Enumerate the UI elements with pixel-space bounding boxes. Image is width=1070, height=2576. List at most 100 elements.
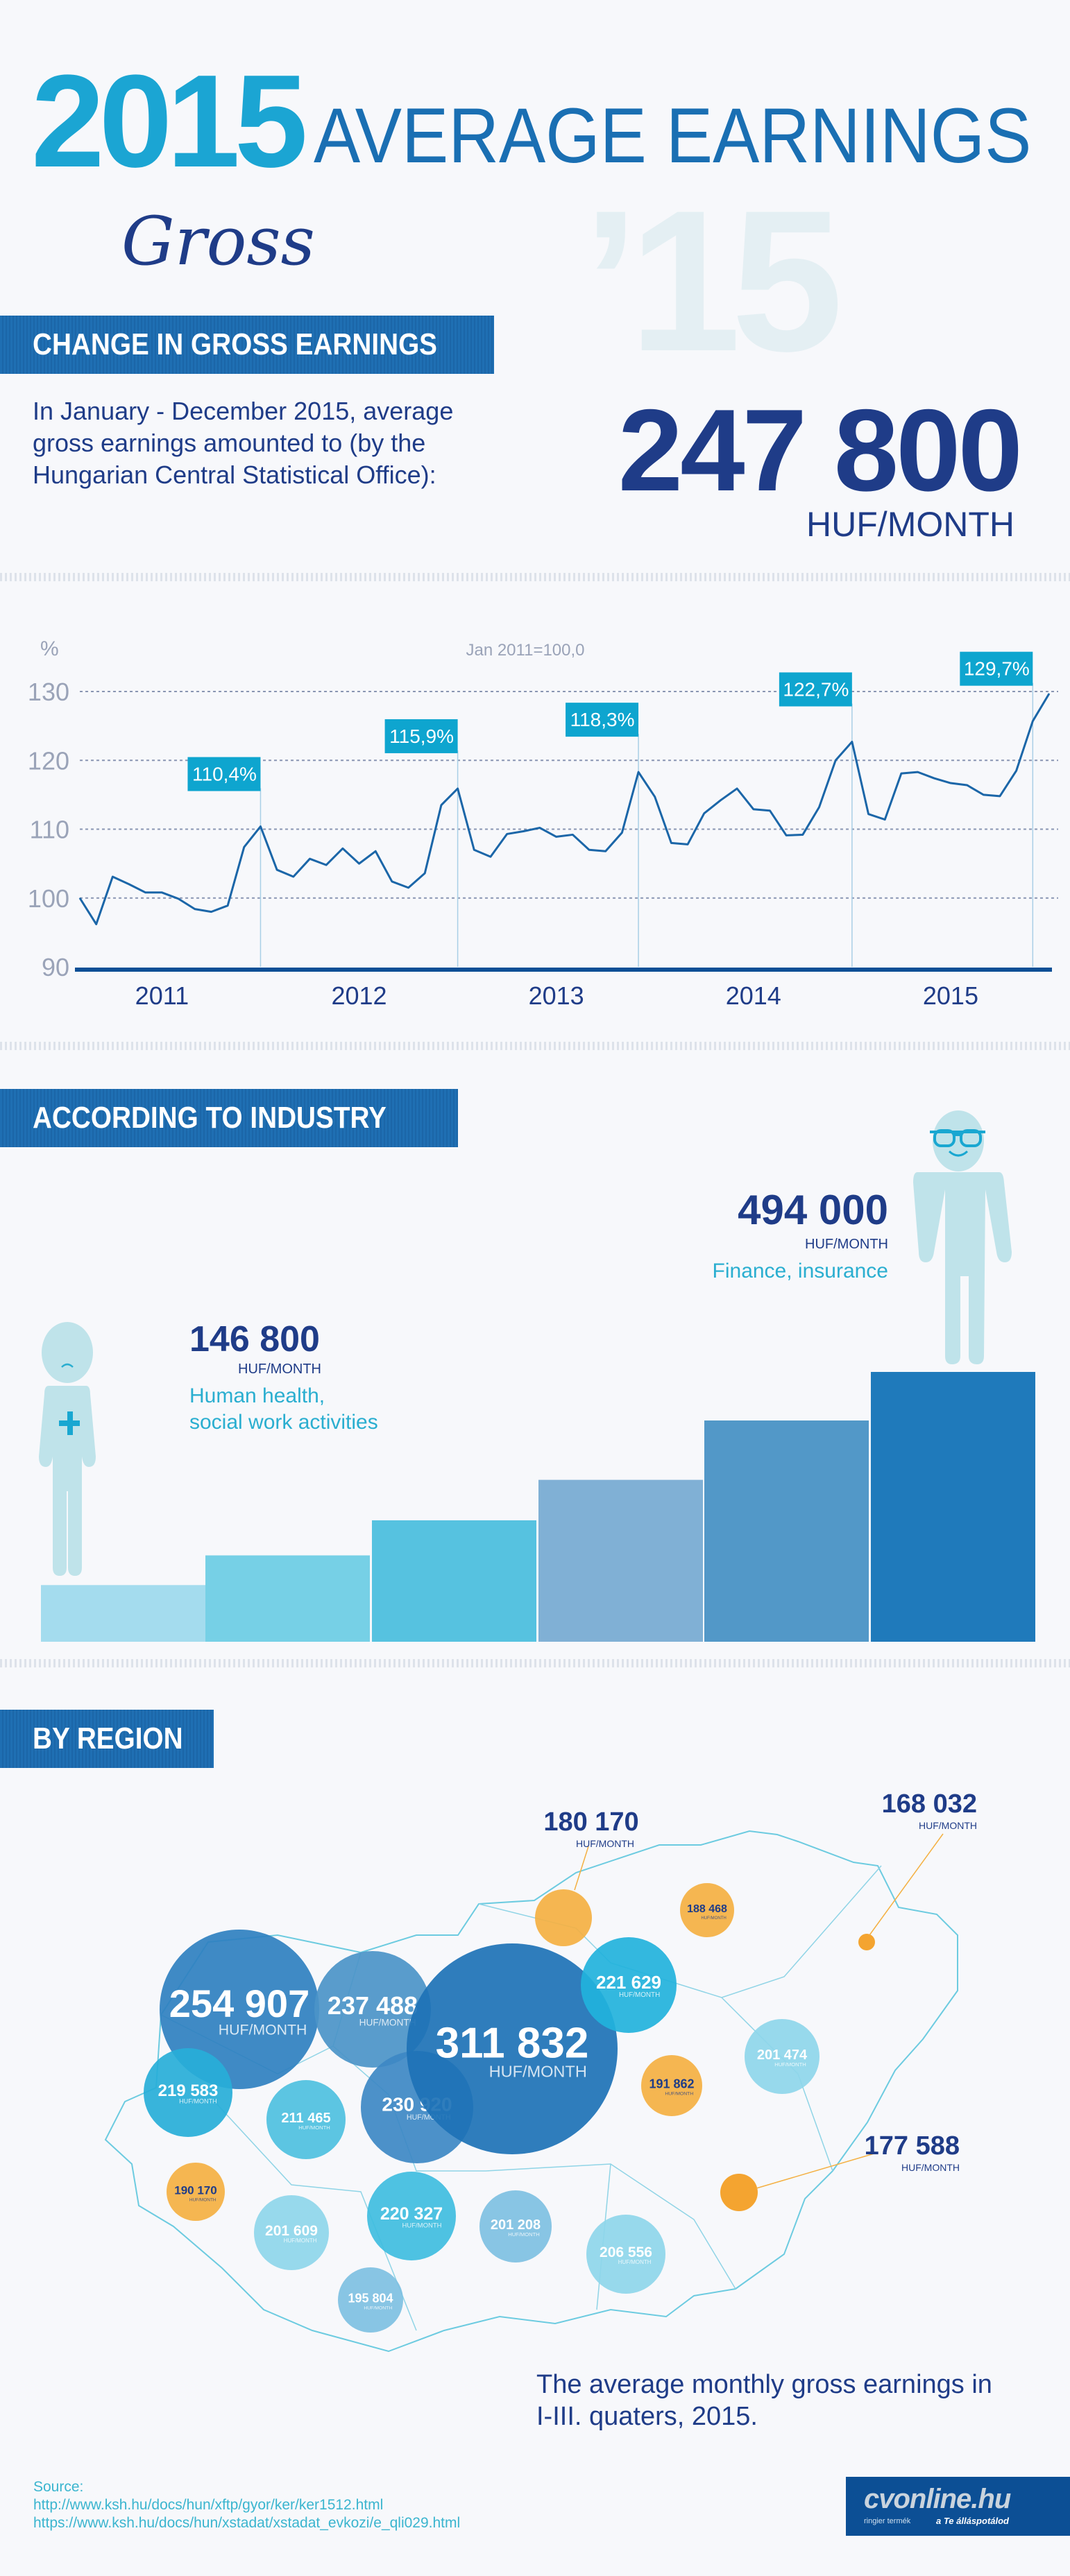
cvonline-logo[interactable]: cvonline.hu ringier termék a Te álláspot… <box>846 2477 1070 2536</box>
earnings-index-chart: % Jan 2011=100,0 90 100 110 120 130 110,4% 115,9… <box>28 637 1058 1010</box>
region-circle <box>641 2055 702 2116</box>
region-circle <box>338 2267 403 2333</box>
region-circle <box>535 1889 592 1946</box>
annotation-label: 115,9% <box>389 725 454 747</box>
callout-value: 177 588 <box>865 2131 960 2161</box>
annotation-box <box>960 651 1033 686</box>
data-point <box>572 834 573 835</box>
x-tick-label: 2014 <box>726 981 781 1010</box>
source-link[interactable]: http://www.ksh.hu/docs/hun/xftp/gyor/ker… <box>33 2497 384 2513</box>
industry-high: 494 000 HUF/MONTH Finance, insurance <box>625 1190 888 1285</box>
region-unit: HUF/MONTH <box>618 2259 652 2265</box>
data-point <box>210 911 212 913</box>
x-tick-label: 2015 <box>923 981 978 1010</box>
industry-low-value: 146 800 <box>189 1319 320 1359</box>
industry-bar <box>372 1520 536 1642</box>
region-circle <box>144 2048 232 2137</box>
data-point <box>457 788 459 789</box>
industry-bar <box>871 1372 1035 1642</box>
intro-text: In January - December 2015, average gros… <box>33 397 454 489</box>
region-unit: HUF/MONTH <box>665 2092 693 2097</box>
divider <box>0 1042 1070 1050</box>
region-value: 311 832 <box>436 2019 589 2067</box>
region-unit: HUF/MONTH <box>489 2062 587 2080</box>
region-unit: HUF/MONTH <box>364 2306 392 2311</box>
callout-unit: HUF/MONTH <box>919 1820 977 1831</box>
data-point <box>736 788 738 789</box>
x-tick-label: 2013 <box>529 981 584 1010</box>
source-label: Source: <box>33 2479 84 2495</box>
x-tick-label: 2012 <box>331 981 387 1010</box>
source-block: Source: http://www.ksh.hu/docs/hun/xftp/… <box>33 2478 460 2532</box>
data-point <box>983 794 984 796</box>
region-value: 254 907 <box>169 1982 309 2025</box>
industry-high-value: 494 000 <box>738 1187 888 1233</box>
region-circle <box>167 2163 225 2221</box>
divider <box>0 573 1070 581</box>
data-point <box>917 771 919 773</box>
callout-leader <box>869 1833 944 1936</box>
region-circle <box>858 1934 875 1950</box>
data-point <box>605 850 606 852</box>
industry-low-line2: social work activities <box>189 1411 378 1434</box>
callout-leader <box>574 1846 589 1891</box>
section-title: CHANGE IN GROSS EARNINGS <box>33 327 438 361</box>
region-circle <box>254 2195 329 2270</box>
industry-bar <box>538 1479 703 1642</box>
region-unit: HUF/MONTH <box>284 2238 317 2244</box>
data-point <box>375 850 376 852</box>
average-earnings-unit: HUF/MONTH <box>806 505 1014 544</box>
industry-low: 146 800 HUF/MONTH Human health, social w… <box>189 1321 378 1436</box>
y-tick-label: 120 <box>28 746 69 775</box>
happy-person-icon <box>913 1110 1012 1364</box>
region-value: 201 474 <box>757 2047 808 2063</box>
y-tick-label: 110 <box>30 816 69 844</box>
region-unit: HUF/MONTH <box>619 1991 660 1999</box>
data-point <box>785 834 787 836</box>
data-point <box>145 892 146 893</box>
data-point <box>933 778 935 779</box>
callout-unit: HUF/MONTH <box>901 2162 960 2173</box>
region-unit: HUF/MONTH <box>359 2017 416 2027</box>
region-unit: HUF/MONTH <box>298 2124 330 2131</box>
data-point <box>325 864 327 866</box>
data-point <box>523 830 524 832</box>
annotation-box <box>779 672 852 707</box>
sad-person-icon <box>39 1322 96 1576</box>
annotation-box <box>187 757 261 791</box>
industry-high-label: Finance, insurance <box>712 1260 888 1282</box>
data-point <box>1048 693 1050 694</box>
data-point <box>835 759 836 761</box>
page-title: AVERAGE EARNINGS <box>314 92 1032 179</box>
annotation-box <box>384 719 458 753</box>
annotation-label: 110,4% <box>192 764 257 785</box>
data-point <box>112 876 113 877</box>
data-point <box>342 848 343 849</box>
region-unit: HUF/MONTH <box>219 2021 307 2038</box>
region-circle <box>266 2080 346 2159</box>
region-unit: HUF/MONTH <box>402 2222 442 2229</box>
y-tick-label: 100 <box>28 884 69 913</box>
divider <box>0 1659 1070 1667</box>
source-link[interactable]: https://www.ksh.hu/docs/hun/xstadat/xsta… <box>33 2515 461 2531</box>
data-point <box>654 796 656 798</box>
region-value: 190 170 <box>174 2183 216 2197</box>
data-point <box>556 836 557 837</box>
watermark-year: ’15 <box>583 169 843 393</box>
data-point <box>293 876 294 877</box>
region-circle <box>586 2215 665 2294</box>
region-value: 206 556 <box>600 2244 652 2260</box>
y-tick-label: 130 <box>28 678 69 706</box>
annotation-label: 122,7% <box>783 678 849 700</box>
annotation-label: 118,3% <box>570 709 635 730</box>
region-circle <box>160 1930 319 2089</box>
region-unit: HUF/MONTH <box>701 1916 726 1921</box>
data-point <box>851 741 853 742</box>
section-title: ACCORDING TO INDUSTRY <box>33 1101 387 1135</box>
data-point <box>260 826 261 827</box>
logo-brand: cvonline.hu <box>864 2484 1011 2514</box>
logo-tagline: ringier termék <box>864 2517 911 2525</box>
region-value: 201 208 <box>491 2217 541 2233</box>
section-header-change: CHANGE IN GROSS EARNINGS <box>0 316 494 374</box>
